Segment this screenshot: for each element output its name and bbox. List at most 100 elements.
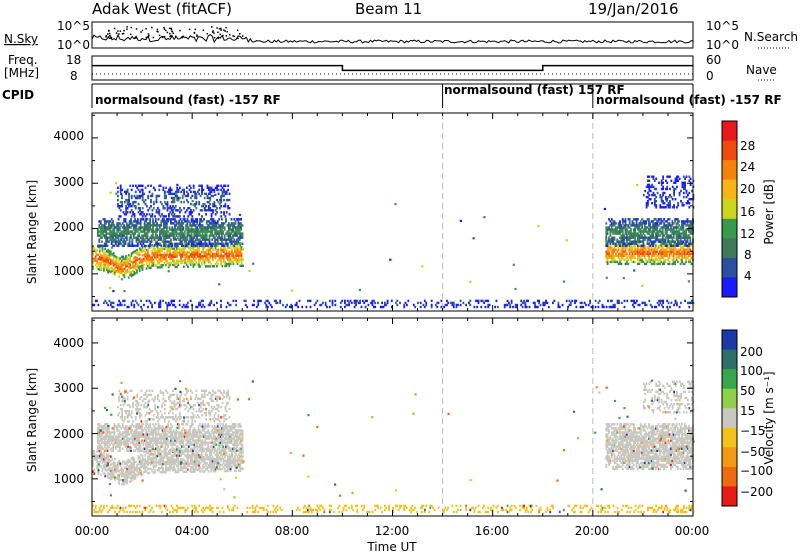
date-title: 19/Jan/2016 xyxy=(588,0,679,18)
echo-cell xyxy=(203,246,206,250)
noise-left-tick-top: 10^5 xyxy=(57,19,90,33)
echo-cell xyxy=(174,255,177,258)
echo-cell xyxy=(139,224,142,227)
echo-cell xyxy=(200,218,203,221)
echo-cell xyxy=(184,261,187,264)
echo-cell xyxy=(110,218,113,221)
echo-cell xyxy=(232,246,235,249)
echo-cell xyxy=(614,303,616,307)
frequency-line xyxy=(92,64,693,72)
echo-cell xyxy=(143,232,146,235)
echo-speck xyxy=(605,238,608,241)
echo-cell xyxy=(656,226,659,229)
echo-cell xyxy=(126,482,129,485)
echo-cell xyxy=(446,303,448,307)
echo-cell xyxy=(143,238,146,241)
echo-cell xyxy=(133,457,136,460)
echo-cell xyxy=(207,248,210,252)
echo-cell xyxy=(589,299,591,303)
echo-cell xyxy=(648,218,650,221)
echo-cell xyxy=(132,244,135,247)
echo-cell xyxy=(674,198,677,201)
echo-cell xyxy=(228,246,231,249)
echo-cell xyxy=(174,249,177,252)
cpid-label: CPID xyxy=(2,88,34,102)
echo-cell xyxy=(158,247,160,251)
echo-cell xyxy=(452,303,455,307)
echo-cell xyxy=(465,303,467,307)
echo-cell xyxy=(652,175,655,178)
echo-cell xyxy=(161,234,164,237)
echo-cell xyxy=(670,301,673,305)
echo-cell xyxy=(228,198,231,202)
echo-cell xyxy=(670,195,673,199)
echo-cell xyxy=(107,269,109,272)
echo-cell xyxy=(163,251,166,255)
echo-cell xyxy=(404,301,407,305)
echo-cell xyxy=(167,255,170,259)
echo-cell xyxy=(96,253,98,256)
echo-cell xyxy=(437,301,440,305)
echo-cell xyxy=(146,228,149,231)
echo-cell xyxy=(238,242,240,245)
echo-cell xyxy=(484,305,487,309)
echo-cell xyxy=(176,259,178,262)
echo-speck xyxy=(109,191,112,194)
echo-cell xyxy=(188,207,191,210)
echo-cell xyxy=(154,254,156,257)
echo-speck xyxy=(638,244,641,247)
echo-cell xyxy=(145,253,148,256)
echo-cell xyxy=(108,228,110,231)
echo-cell xyxy=(124,218,127,221)
echo-cell xyxy=(100,262,103,265)
echo-speck xyxy=(622,277,625,280)
echo-speck xyxy=(627,232,630,236)
echo-cell xyxy=(100,256,103,259)
echo-speck xyxy=(238,213,242,216)
echo-cell xyxy=(220,303,222,307)
echo-cell xyxy=(145,224,147,227)
echo-cell xyxy=(122,267,125,271)
echo-cell xyxy=(114,234,117,237)
echo-cell xyxy=(236,250,239,253)
echo-cell xyxy=(149,220,152,223)
echo-cell xyxy=(104,251,107,254)
echo-cell xyxy=(241,232,244,235)
echo-cell xyxy=(193,255,196,258)
echo-cell xyxy=(210,254,213,258)
echo-cell xyxy=(260,299,262,303)
echo-cell xyxy=(199,255,202,258)
echo-cell xyxy=(170,255,173,259)
echo-cell xyxy=(634,236,637,239)
echo-cell xyxy=(233,250,236,253)
echo-speck xyxy=(641,284,644,287)
echo-cell xyxy=(97,232,99,235)
echo-cell xyxy=(221,467,224,471)
echo-cell xyxy=(157,207,159,210)
echo-cell xyxy=(120,263,123,267)
echo-cell xyxy=(134,477,137,480)
echo-cell xyxy=(109,262,112,266)
echo-cell xyxy=(143,226,146,229)
noise-search-dot xyxy=(156,28,159,31)
echo-cell xyxy=(119,215,122,218)
echo-cell xyxy=(169,251,171,254)
echo-cell xyxy=(186,236,189,239)
echo-cell xyxy=(96,259,98,262)
echo-cell xyxy=(469,303,472,307)
echo-cell xyxy=(228,256,231,260)
echo-cell xyxy=(130,254,133,257)
echo-cell xyxy=(184,257,187,260)
noise-search-dot xyxy=(156,30,158,33)
echo-cell xyxy=(152,254,155,257)
echo-cell xyxy=(108,257,111,261)
echo-cell xyxy=(141,266,144,269)
echo-cell xyxy=(677,202,680,205)
echo-cell xyxy=(132,226,135,229)
echo-cell xyxy=(159,299,162,303)
power-ytick-4000: 4000 xyxy=(53,129,84,143)
echo-cell xyxy=(668,218,671,221)
noise-search-dot xyxy=(193,32,196,34)
echo-cell xyxy=(155,198,158,202)
echo-cell xyxy=(128,232,131,235)
